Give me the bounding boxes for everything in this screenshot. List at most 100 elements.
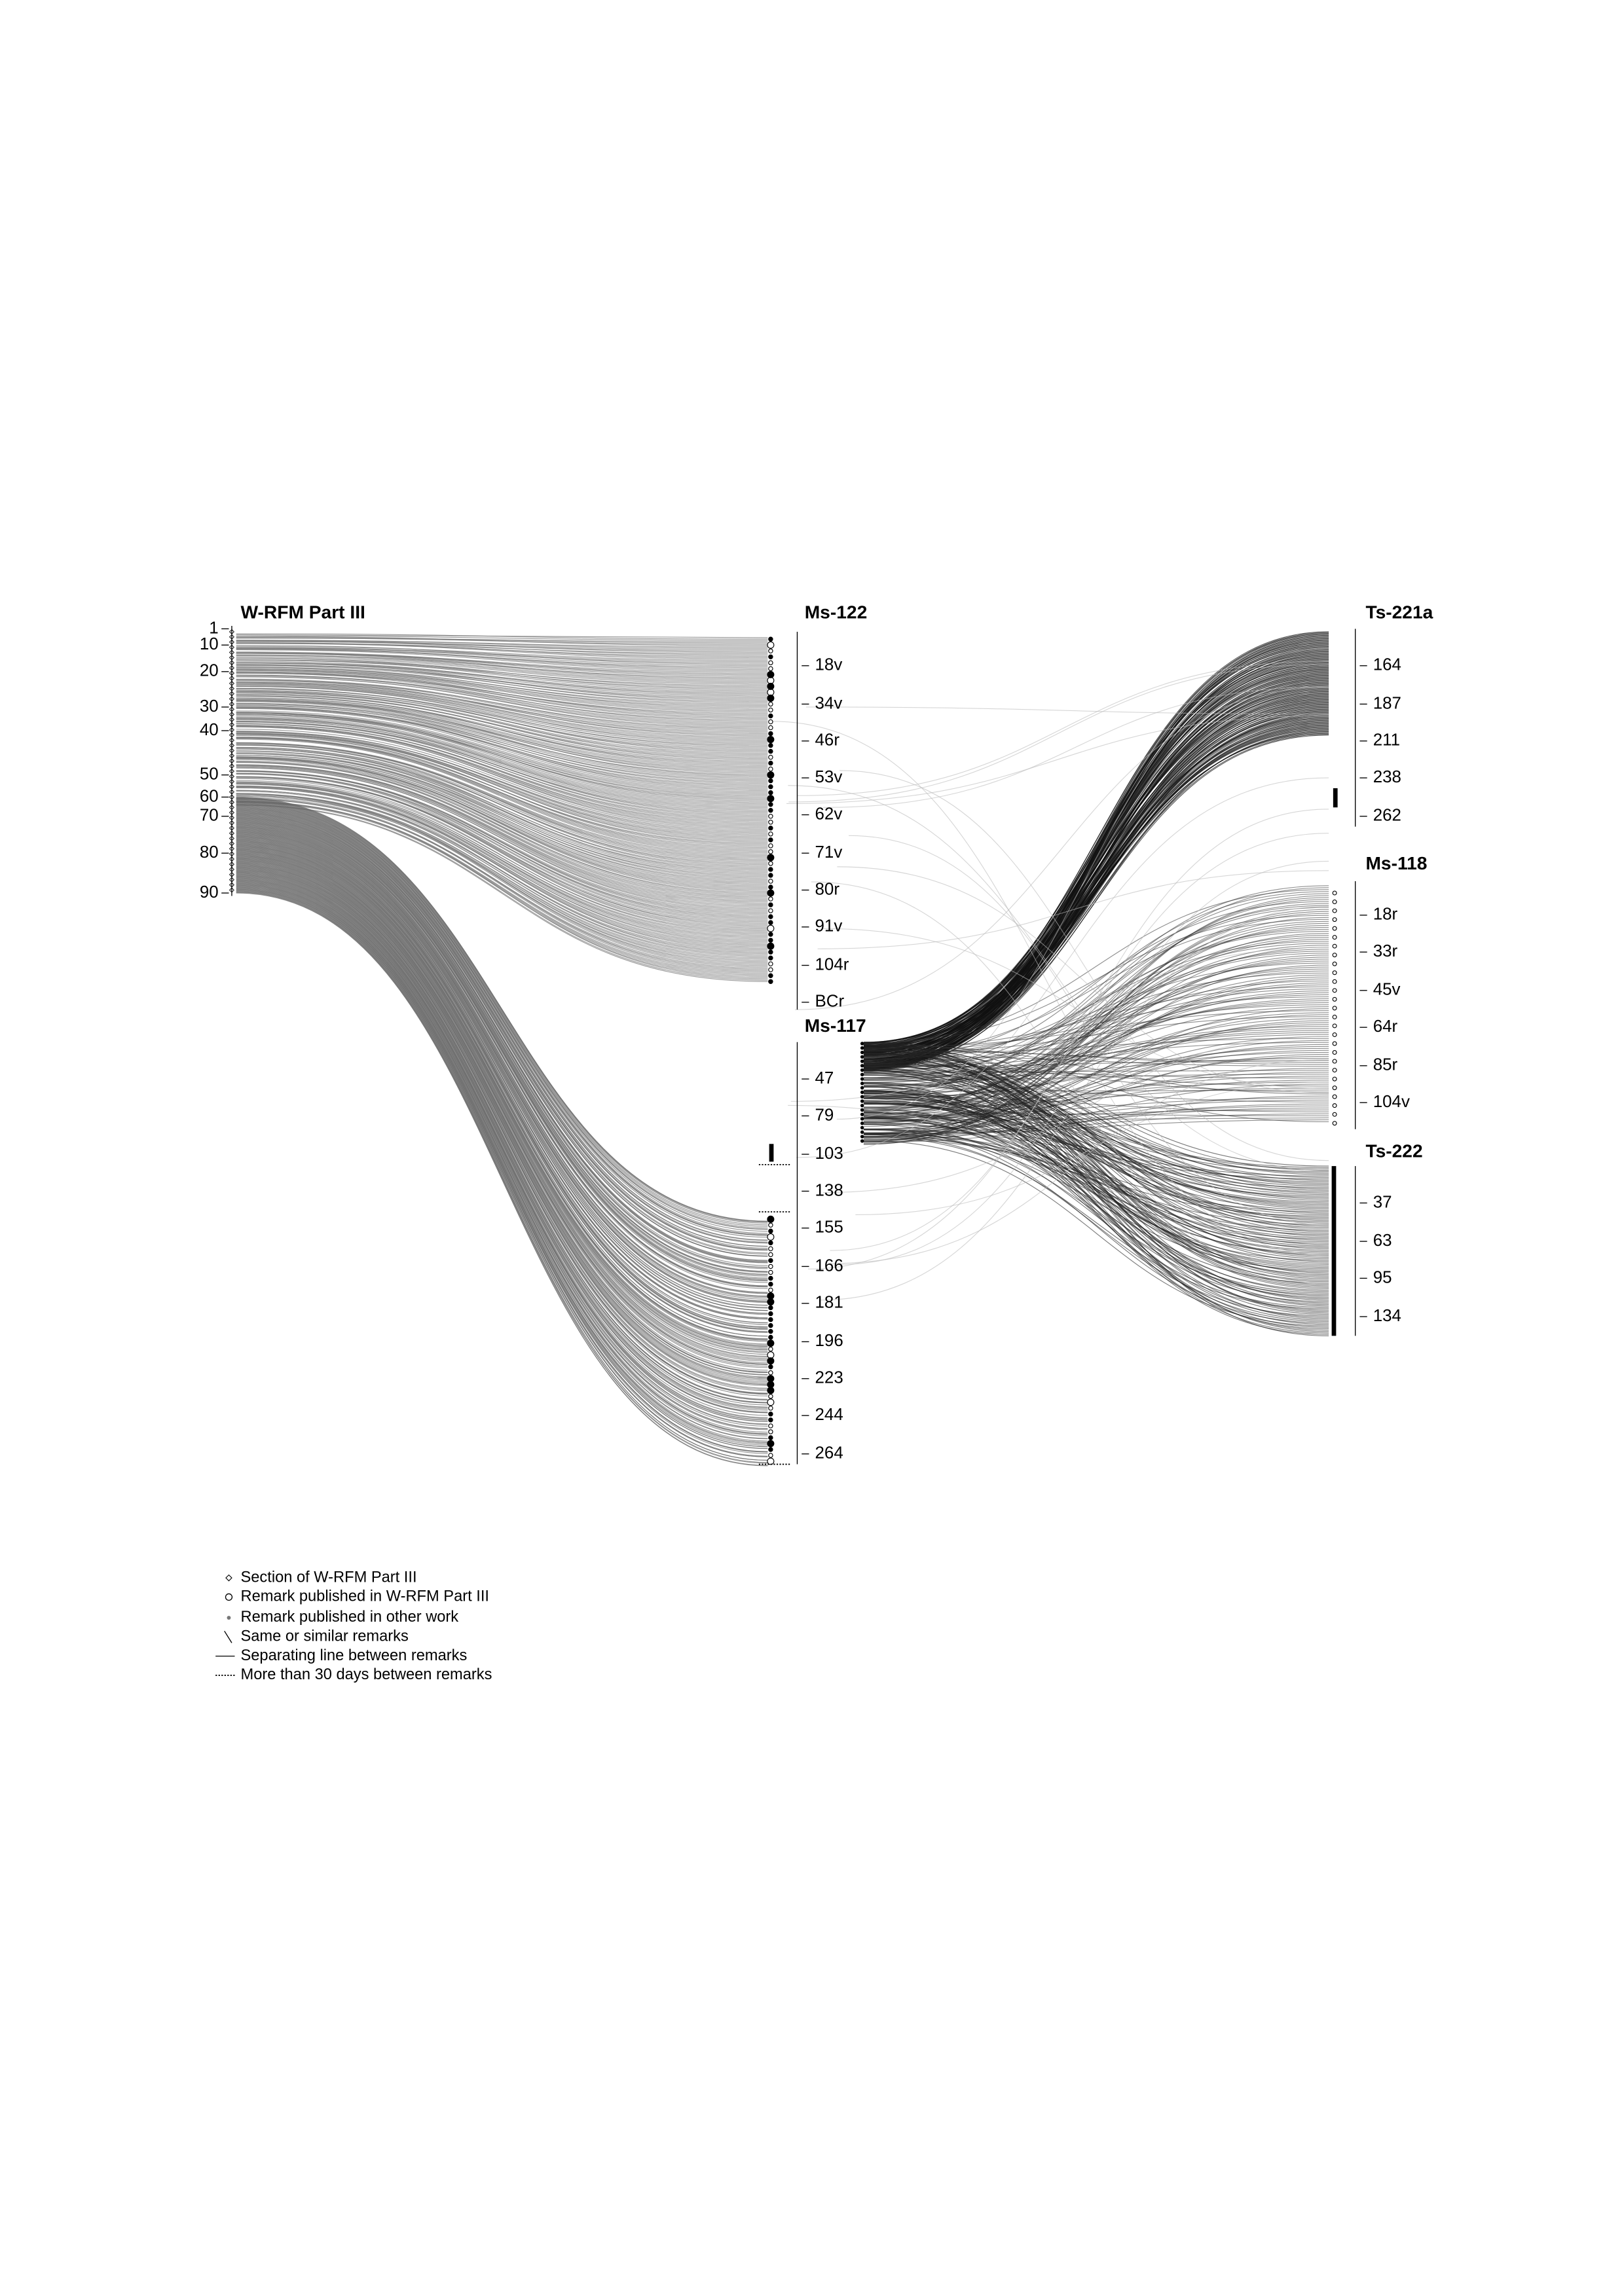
- remark-marker: [1332, 1014, 1337, 1019]
- flow-line: [236, 731, 768, 839]
- remark-marker: [768, 660, 773, 666]
- remark-marker: [768, 914, 773, 919]
- flow-line: [236, 890, 768, 1461]
- tick-label: 37: [1373, 1193, 1392, 1211]
- flow-line: [236, 826, 768, 1298]
- flow-line: [236, 892, 768, 1466]
- section-marker: [229, 712, 234, 718]
- remark-marker: [860, 1135, 864, 1139]
- flow-line: [236, 855, 768, 1371]
- flow-line: [236, 725, 768, 827]
- flow-line: [797, 661, 1329, 796]
- remark-marker: [768, 1222, 773, 1228]
- section-marker: [229, 644, 234, 650]
- flow-line: [236, 647, 768, 666]
- remark-marker: [1332, 1085, 1337, 1091]
- flow-line: [236, 700, 768, 776]
- flow-line: [236, 827, 768, 1300]
- remark-marker: [1332, 988, 1337, 993]
- flow-line: [236, 862, 768, 1389]
- flow-line: [236, 813, 768, 1264]
- section-marker: [229, 820, 234, 826]
- flow-line: [807, 833, 1329, 1269]
- axes: W-RFM Part III 110 20 30 40 50 60 70 80 90 Ms-122 1…: [200, 602, 1433, 1465]
- remark-marker: [768, 1412, 773, 1417]
- flow-line: [236, 882, 768, 1440]
- flow-line: [236, 797, 768, 972]
- flow-line: [236, 687, 768, 752]
- tick-label: 244: [815, 1406, 843, 1424]
- flow-line: [236, 712, 768, 793]
- section-marker: [229, 634, 234, 640]
- flow-line: [236, 831, 768, 1309]
- section-marker: [229, 846, 234, 852]
- flow-line: [236, 748, 768, 872]
- flow-line: [236, 799, 768, 1229]
- flow-line: [236, 776, 768, 928]
- flow-line: [236, 636, 768, 646]
- remark-marker: [1332, 979, 1337, 984]
- flow-line: [863, 676, 1329, 1045]
- remark-marker: [768, 1322, 773, 1328]
- flow-line: [863, 1060, 1329, 1262]
- remark-marker: [1332, 970, 1337, 975]
- flow-line: [863, 1046, 1329, 1258]
- remark-marker: [768, 790, 773, 795]
- remark-marker: [767, 682, 775, 690]
- remark-marker: [768, 1287, 773, 1293]
- flow-line: [236, 680, 768, 737]
- flow-line: [817, 870, 1329, 949]
- remark-marker: [768, 902, 773, 907]
- remark-marker: [768, 1429, 773, 1434]
- flow-line: [863, 1070, 1329, 1079]
- remark-marker: [1332, 1076, 1337, 1082]
- flow-line: [863, 1046, 1329, 1336]
- remark-marker: [768, 1364, 773, 1370]
- remark-marker: [768, 879, 773, 884]
- flow-line: [863, 1107, 1329, 1133]
- tick-label: 166: [815, 1256, 843, 1275]
- flow-line: [849, 835, 1329, 1226]
- remark-marker: [768, 1447, 773, 1452]
- flow-line: [236, 640, 768, 653]
- flow-line: [786, 715, 1329, 804]
- remark-marker: [767, 676, 775, 684]
- flow-line: [236, 845, 768, 1346]
- remark-marker: [1332, 961, 1337, 966]
- remark-marker: [767, 1440, 775, 1448]
- flow-line: [863, 695, 1329, 1061]
- flow-line: [863, 1070, 1329, 1331]
- remark-marker: [1332, 1041, 1337, 1046]
- flow-line: [788, 664, 1329, 803]
- flow-line: [236, 702, 768, 779]
- flow-line: [236, 757, 768, 892]
- tick-label: 264: [815, 1444, 843, 1463]
- section-marker: [229, 773, 234, 779]
- flow-line: [236, 642, 768, 658]
- remark-marker: [767, 924, 775, 932]
- flow-line: [236, 663, 768, 701]
- flow-line: [863, 655, 1329, 1043]
- flow-line: [863, 893, 1329, 1094]
- remark-marker: [768, 920, 773, 925]
- column-title: Ms-118: [1365, 852, 1427, 873]
- remark-marker: [1332, 890, 1337, 896]
- flow-line: [236, 862, 768, 1386]
- flow-line: [236, 656, 768, 685]
- flow-line: [236, 798, 768, 1226]
- flow-line: [863, 1129, 1329, 1324]
- flow-line: [863, 1042, 1329, 1285]
- remark-marker: [768, 701, 773, 707]
- tick-label: 18r: [1373, 905, 1398, 924]
- flow-line: [863, 701, 1329, 1047]
- remark-marker: [768, 1406, 773, 1411]
- remark-marker: [1332, 1006, 1337, 1011]
- remark-marker: [768, 837, 773, 843]
- flow-line: [236, 733, 768, 836]
- flow-line: [236, 786, 768, 948]
- remark-marker: [768, 1281, 773, 1287]
- flow-line: [863, 1102, 1329, 1251]
- section-marker: [229, 758, 234, 764]
- remark-marker: [860, 1108, 864, 1112]
